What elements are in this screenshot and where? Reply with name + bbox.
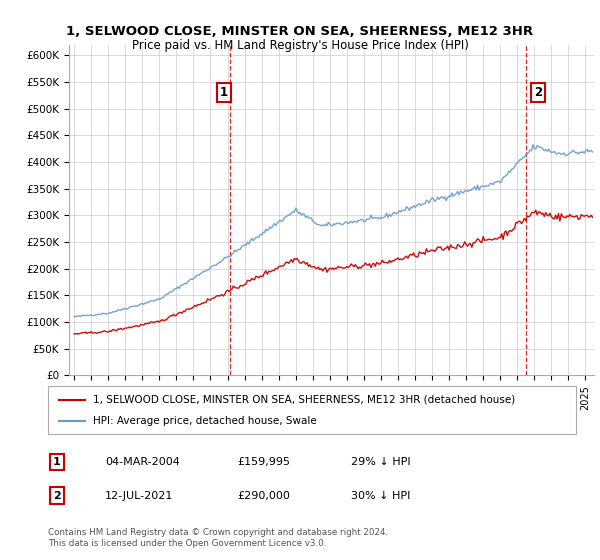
Text: 1: 1 [53,457,61,467]
Text: 29% ↓ HPI: 29% ↓ HPI [351,457,410,467]
Text: 1, SELWOOD CLOSE, MINSTER ON SEA, SHEERNESS, ME12 3HR: 1, SELWOOD CLOSE, MINSTER ON SEA, SHEERN… [67,25,533,38]
Text: 04-MAR-2004: 04-MAR-2004 [105,457,180,467]
Text: 30% ↓ HPI: 30% ↓ HPI [351,491,410,501]
FancyBboxPatch shape [48,386,576,434]
Text: HPI: Average price, detached house, Swale: HPI: Average price, detached house, Swal… [93,416,317,426]
Text: 2: 2 [534,86,542,99]
Text: Price paid vs. HM Land Registry's House Price Index (HPI): Price paid vs. HM Land Registry's House … [131,39,469,52]
Text: Contains HM Land Registry data © Crown copyright and database right 2024.
This d: Contains HM Land Registry data © Crown c… [48,528,388,548]
Text: 1: 1 [220,86,227,99]
Text: 1, SELWOOD CLOSE, MINSTER ON SEA, SHEERNESS, ME12 3HR (detached house): 1, SELWOOD CLOSE, MINSTER ON SEA, SHEERN… [93,395,515,405]
Text: 2: 2 [53,491,61,501]
Text: £290,000: £290,000 [237,491,290,501]
Text: 12-JUL-2021: 12-JUL-2021 [105,491,173,501]
Text: £159,995: £159,995 [237,457,290,467]
